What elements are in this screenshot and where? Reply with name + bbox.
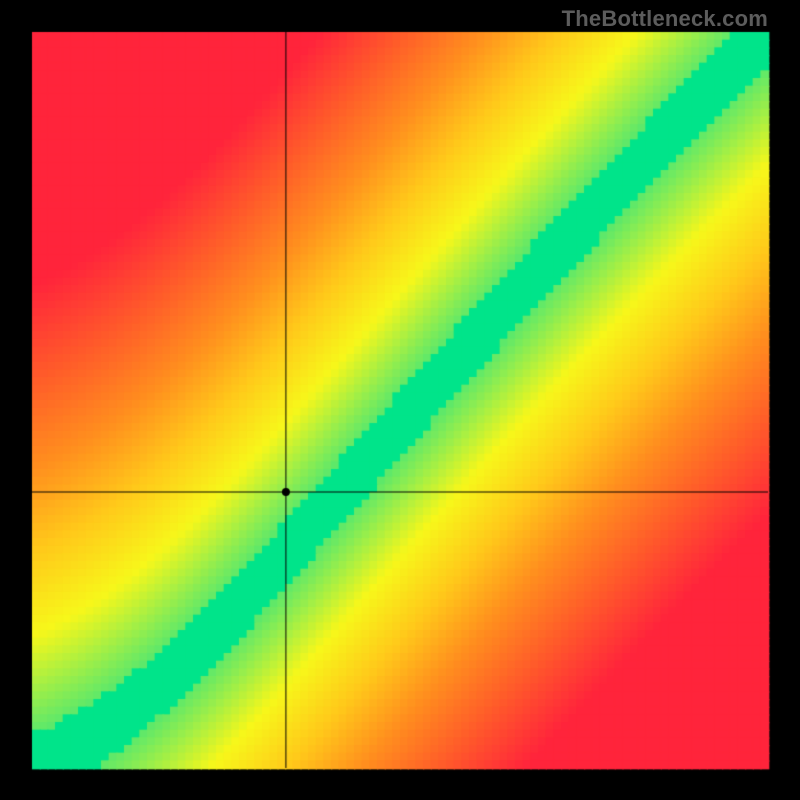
chart-container: TheBottleneck.com	[0, 0, 800, 800]
bottleneck-heatmap	[0, 0, 800, 800]
watermark-text: TheBottleneck.com	[562, 6, 768, 32]
